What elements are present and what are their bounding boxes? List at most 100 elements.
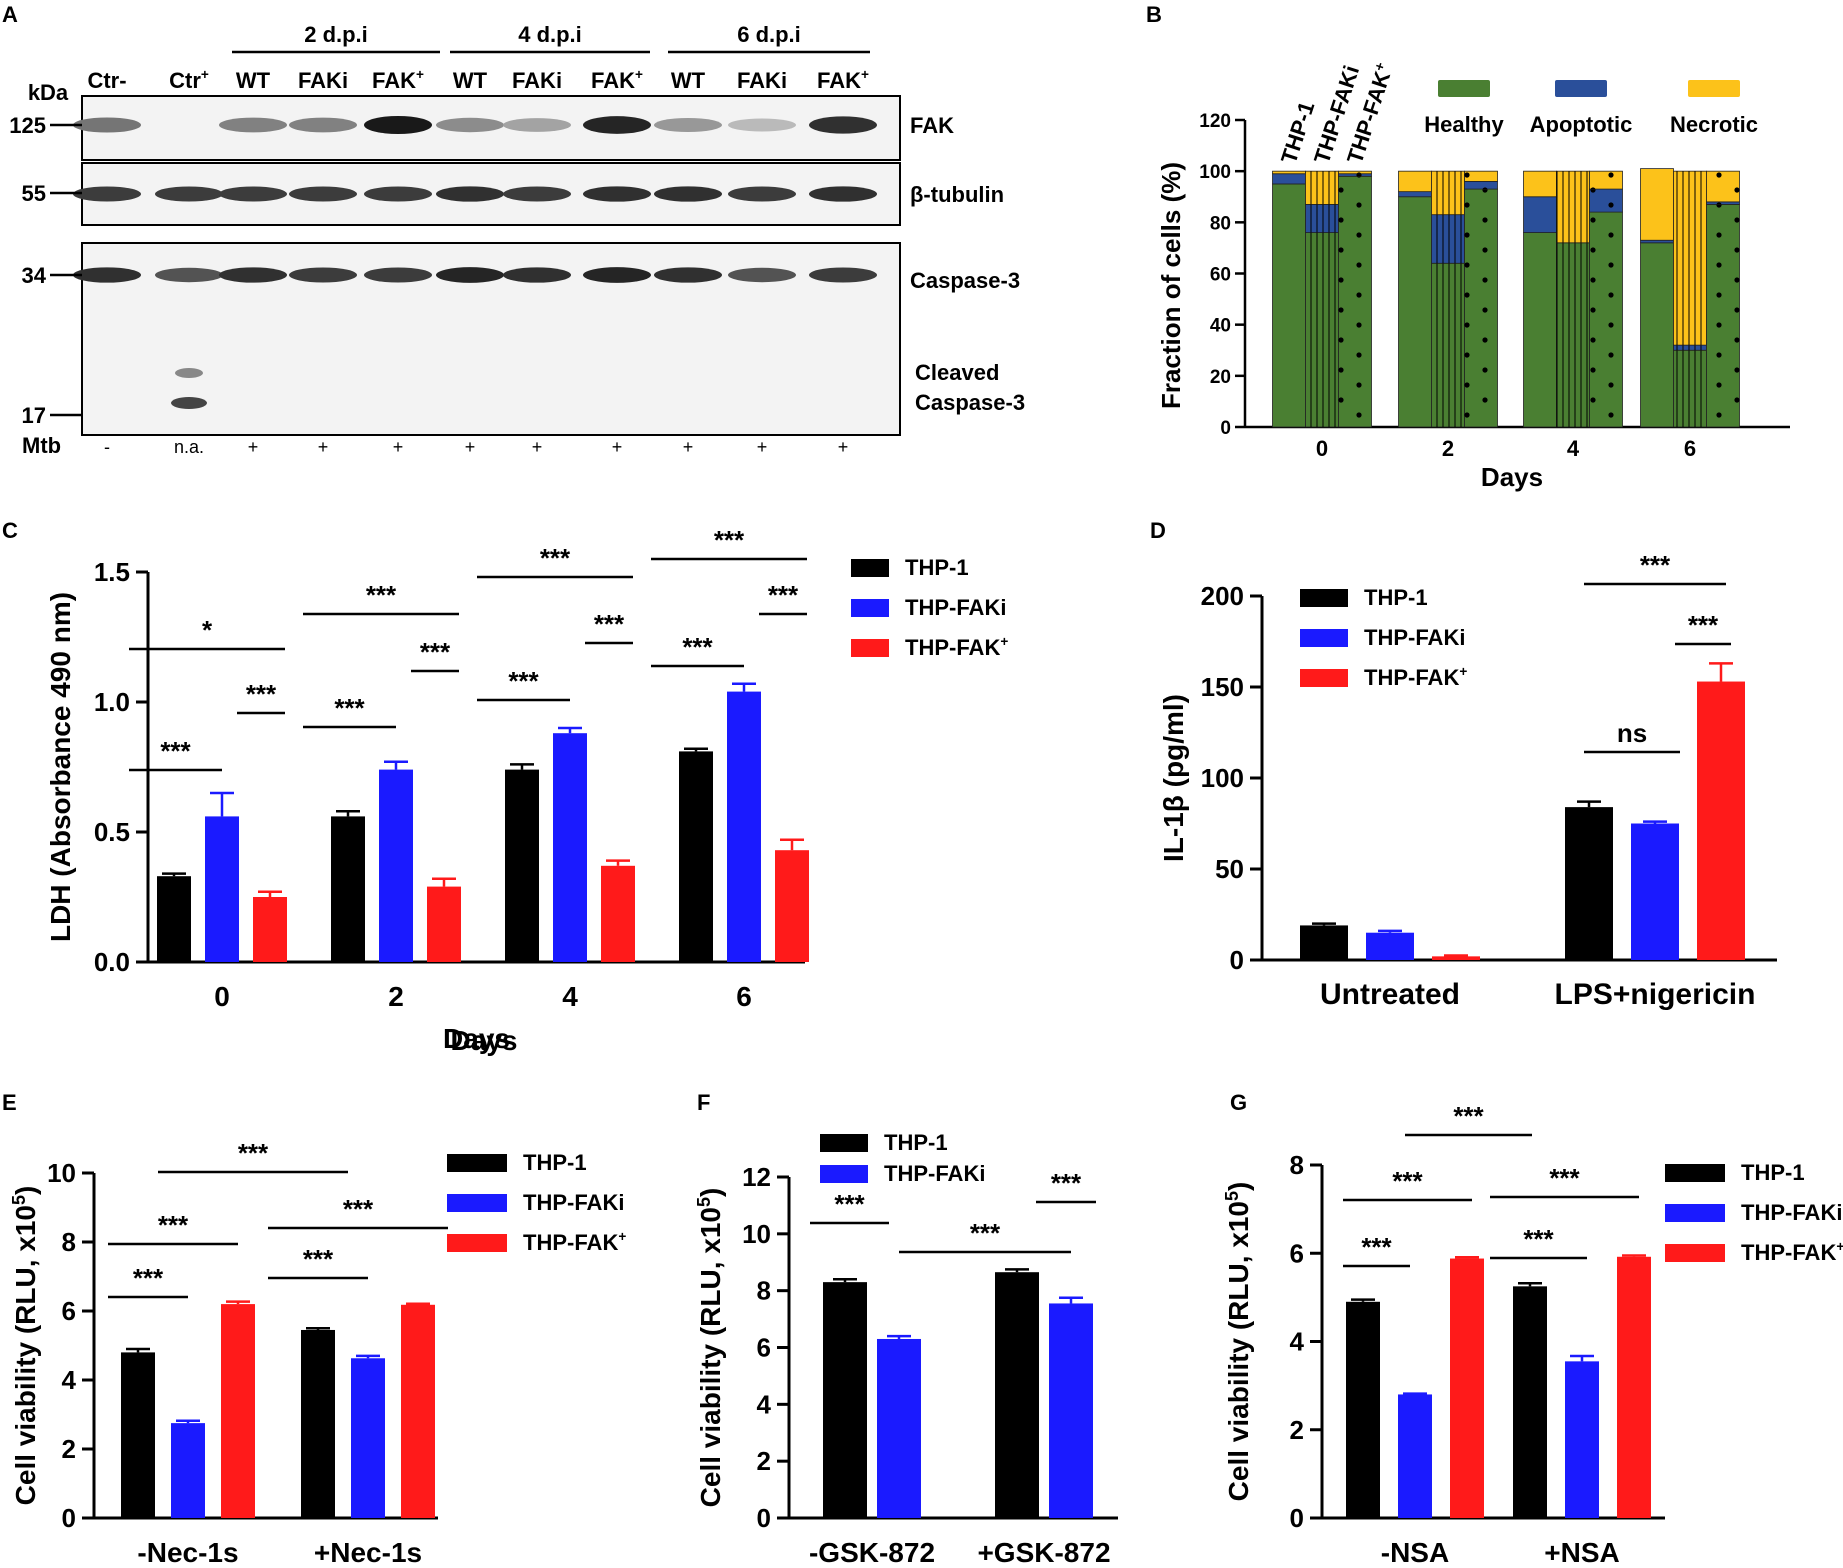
- x-tick-label: 6: [1684, 436, 1696, 461]
- legend-swatch: [1665, 1244, 1725, 1262]
- significance-label: ***: [303, 1244, 334, 1274]
- y-tick-label: 20: [1210, 367, 1231, 388]
- x-axis-label-days: Days: [451, 1025, 518, 1056]
- tubulin-band: [654, 186, 722, 202]
- mtb-label: Mtb: [22, 433, 61, 458]
- tubulin-band: [364, 186, 432, 202]
- legend-swatch: [820, 1165, 868, 1183]
- significance-label: ***: [1523, 1224, 1554, 1254]
- panel-letter-G: G: [1230, 1090, 1247, 1115]
- y-tick-label: 2: [62, 1434, 76, 1464]
- x-tick-label: -GSK-872: [809, 1537, 935, 1568]
- stacked-segment: [1398, 191, 1432, 198]
- bar: [379, 769, 413, 962]
- legend-label: THP-1: [523, 1150, 587, 1175]
- stacked-segment-hatch: [1556, 242, 1590, 427]
- mtb-value: +: [838, 437, 849, 457]
- panel-letter-A: A: [2, 2, 18, 27]
- band-label: Caspase-3: [910, 268, 1020, 293]
- legend-label: Healthy: [1424, 112, 1504, 137]
- legend-label: THP-FAKi: [905, 595, 1006, 620]
- y-tick-label: 10: [47, 1158, 76, 1188]
- panel-letter-F: F: [697, 1090, 710, 1115]
- stacked-segment-dots: [1464, 181, 1498, 190]
- mtb-value: +: [248, 437, 259, 457]
- stacked-segment: [1272, 170, 1306, 175]
- legend-swatch: [1688, 80, 1740, 97]
- legend-label: THP-FAK+: [1364, 664, 1467, 690]
- bar: [679, 751, 713, 962]
- y-tick-label: 0.5: [94, 817, 130, 847]
- mtb-value: +: [318, 437, 329, 457]
- caspase-band: [809, 267, 877, 283]
- y-tick-label: 8: [757, 1276, 771, 1306]
- bar: [995, 1272, 1039, 1518]
- legend-swatch: [1665, 1204, 1725, 1222]
- significance-label: ***: [768, 580, 799, 610]
- mtb-value: +: [757, 437, 768, 457]
- bar: [401, 1304, 435, 1518]
- y-tick-label: 0: [757, 1503, 771, 1533]
- significance-label: ***: [1361, 1232, 1392, 1262]
- caspase-band: [289, 267, 357, 283]
- group-header: 2 d.p.i: [304, 22, 368, 47]
- significance-label: ***: [714, 525, 745, 555]
- y-tick-label: 6: [62, 1296, 76, 1326]
- lane-label: Ctr+: [169, 67, 209, 93]
- x-tick-label: +GSK-872: [977, 1537, 1110, 1568]
- tubulin-band: [289, 186, 357, 202]
- x-tick-label: 6: [736, 981, 752, 1012]
- legend-swatch: [447, 1234, 507, 1252]
- bar: [553, 733, 587, 962]
- group-header: 6 d.p.i: [737, 22, 801, 47]
- bar: [1450, 1258, 1484, 1518]
- y-tick-label: 40: [1210, 316, 1231, 337]
- lane-label: FAKi: [298, 68, 348, 93]
- bar: [1565, 1361, 1599, 1518]
- legend-swatch: [1555, 80, 1607, 97]
- x-tick-label: -NSA: [1381, 1537, 1449, 1568]
- y-tick-label: 150: [1201, 672, 1244, 702]
- fak-band: [503, 118, 571, 132]
- mtb-value: n.a.: [174, 437, 204, 457]
- y-tick-label: 12: [742, 1162, 771, 1192]
- x-tick-label: 2: [1442, 436, 1454, 461]
- stacked-segment-dots: [1589, 212, 1623, 427]
- bar: [1366, 932, 1414, 960]
- bar: [775, 850, 809, 962]
- significance-label: ***: [160, 736, 191, 766]
- y-axis-label: Cell viability (RLU, x105): [694, 1188, 726, 1508]
- caspase-band: [503, 267, 571, 283]
- mtb-value: +: [532, 437, 543, 457]
- stacked-segment-dots: [1706, 204, 1740, 427]
- legend-label: THP-1: [1364, 585, 1428, 610]
- y-tick-label: 10: [742, 1219, 771, 1249]
- stacked-segment-hatch: [1431, 171, 1465, 215]
- legend-label: THP-FAK+: [523, 1229, 626, 1255]
- caspase-band: [73, 267, 141, 283]
- x-tick-label: 0: [1316, 436, 1328, 461]
- bar: [205, 816, 239, 962]
- stacked-segment-hatch: [1305, 232, 1339, 427]
- legend-swatch: [1300, 629, 1348, 647]
- legend-swatch: [1300, 589, 1348, 607]
- y-tick-label: 2: [757, 1446, 771, 1476]
- panel-letter-C: C: [2, 518, 18, 543]
- bar: [823, 1282, 867, 1518]
- stacked-segment: [1272, 173, 1306, 185]
- y-tick-label: 0: [62, 1503, 76, 1533]
- stacked-segment: [1523, 170, 1557, 198]
- fak-band: [73, 117, 141, 133]
- stacked-segment-hatch: [1556, 171, 1590, 243]
- y-tick-label: 1.5: [94, 557, 130, 587]
- y-tick-label: 2: [1290, 1415, 1304, 1445]
- y-axis-label: LDH (Absorbance 490 nm): [45, 592, 76, 942]
- significance-label: ***: [1453, 1101, 1484, 1131]
- stacked-segment-dots: [1464, 189, 1498, 427]
- bar: [727, 691, 761, 962]
- x-axis-label: Days: [443, 1023, 510, 1054]
- significance-label: ***: [420, 637, 451, 667]
- bar: [1565, 807, 1613, 960]
- caspase-band: [155, 267, 223, 283]
- bar: [121, 1352, 155, 1518]
